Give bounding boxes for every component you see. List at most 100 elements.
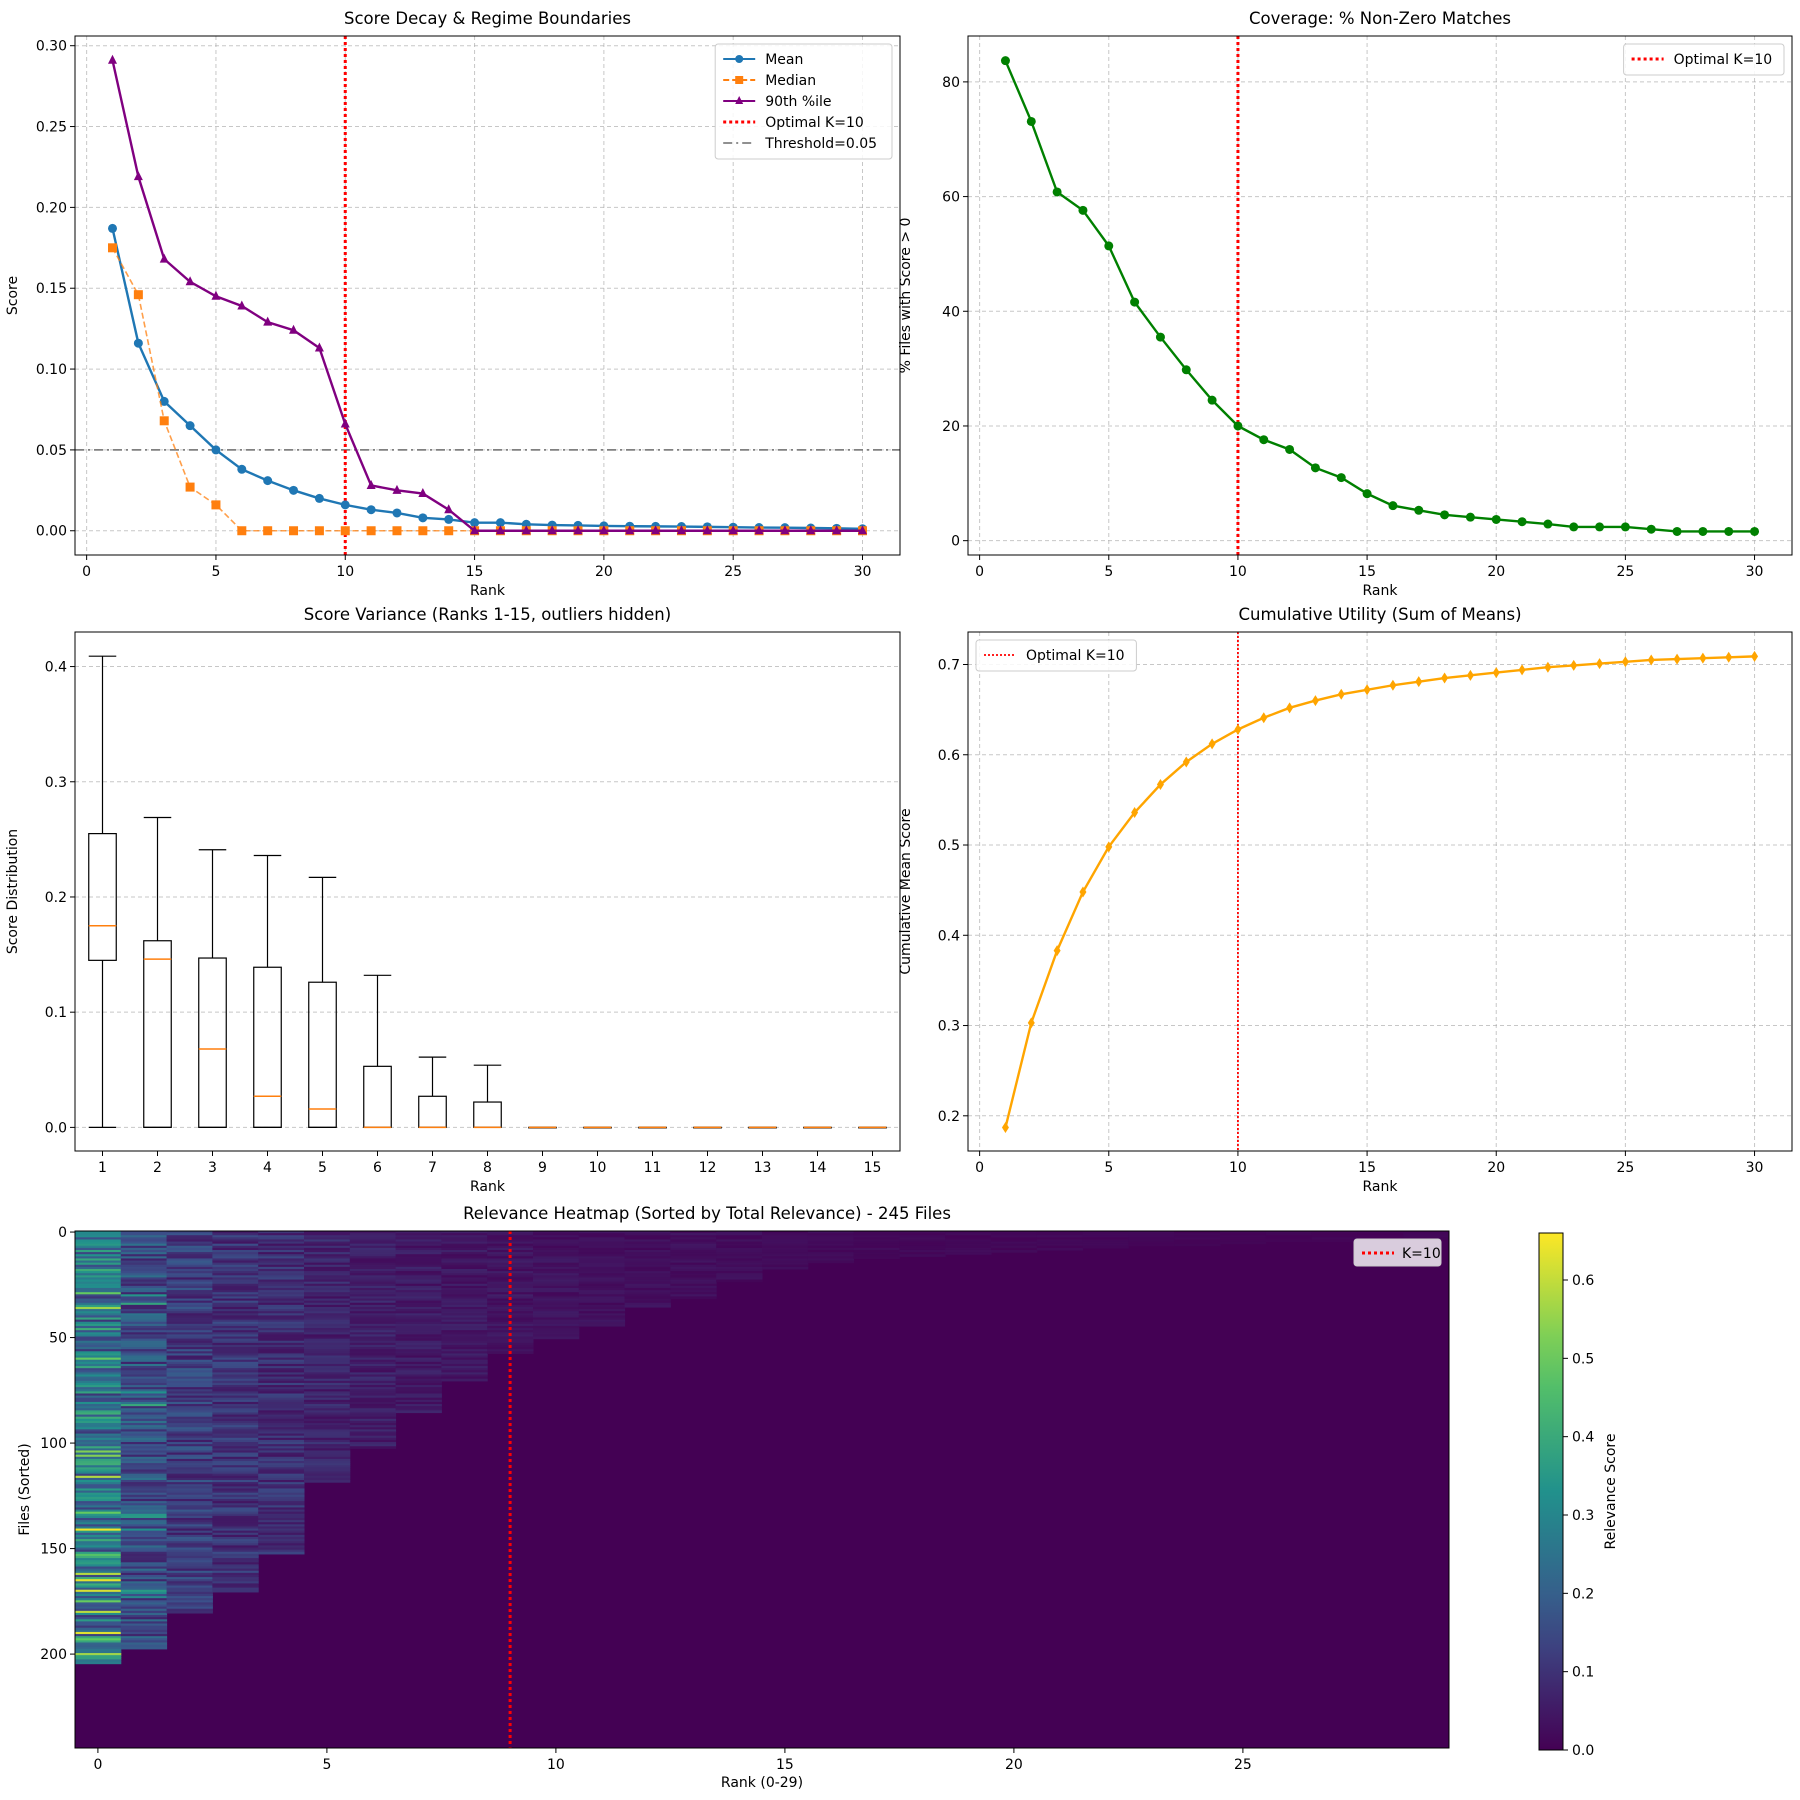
heatmap-cell <box>75 1338 122 1342</box>
heatmap-cell <box>212 1391 259 1395</box>
data-point <box>1259 435 1269 445</box>
heatmap-cell <box>212 1313 259 1317</box>
heatmap-cell <box>166 1401 213 1405</box>
box-rank-4 <box>253 854 282 1128</box>
heatmap-cell <box>304 1401 351 1405</box>
heatmap-cell <box>166 1456 213 1460</box>
heatmap-cell <box>304 1389 351 1392</box>
heatmap-cell <box>120 1423 168 1426</box>
heatmap-cell <box>120 1526 168 1530</box>
heatmap-cell <box>349 1368 397 1371</box>
heatmap-cell <box>166 1431 213 1435</box>
heatmap-cell <box>441 1334 488 1338</box>
heatmap-cell <box>349 1334 397 1338</box>
heatmap-cell <box>258 1317 305 1321</box>
heatmap-cell <box>349 1309 397 1312</box>
heatmap-cell <box>441 1266 488 1270</box>
heatmap-cell <box>258 1342 305 1346</box>
heatmap-cell <box>258 1304 305 1308</box>
heatmap-cell <box>212 1245 259 1249</box>
heatmap-cell <box>1174 1241 1221 1245</box>
heatmap-cell <box>349 1342 397 1346</box>
heatmap-cell <box>258 1547 305 1551</box>
heatmap-cell <box>349 1233 397 1236</box>
heatmap-cell <box>120 1315 168 1319</box>
data-point <box>858 525 867 535</box>
heatmap-cell <box>349 1395 397 1399</box>
heatmap-cell <box>212 1517 259 1521</box>
heatmap-cell <box>578 1296 626 1300</box>
y-tick-label: 0.10 <box>36 362 67 378</box>
heatmap-cell <box>624 1260 671 1264</box>
heatmap-cell <box>304 1347 351 1350</box>
heatmap-cell <box>670 1271 717 1274</box>
heatmap-cell <box>349 1292 397 1295</box>
heatmap-cell <box>75 1646 122 1650</box>
x-axis-label: Rank <box>470 1179 506 1195</box>
heatmap-cell <box>304 1336 351 1340</box>
heatmap-cell <box>1036 1247 1084 1251</box>
heatmap-cell <box>75 1332 122 1335</box>
y-axis-label: % Files with Score > 0 <box>898 218 914 374</box>
heatmap-cell <box>120 1285 168 1289</box>
heatmap-cell <box>120 1471 168 1475</box>
heatmap-cell <box>349 1420 397 1424</box>
heatmap-cell <box>75 1458 122 1462</box>
heatmap-cell <box>395 1315 442 1319</box>
colorbar-tick-label: 0.3 <box>1572 1508 1594 1524</box>
legend-entry: Optimal K=10 <box>1631 52 1772 68</box>
y-tick-label: 0.4 <box>45 660 67 676</box>
heatmap-cell <box>75 1446 122 1449</box>
heatmap-cell <box>349 1435 397 1439</box>
heatmap-cell <box>120 1509 168 1513</box>
heatmap-cell <box>258 1294 305 1298</box>
heatmap-cell <box>304 1273 351 1276</box>
heatmap-cell <box>395 1357 442 1361</box>
heatmap-cell <box>120 1433 168 1437</box>
data-point <box>1182 756 1190 768</box>
heatmap-cell <box>166 1368 213 1371</box>
heatmap-cell <box>258 1467 305 1471</box>
heatmap-cell <box>120 1463 168 1466</box>
heatmap-cell <box>349 1363 397 1367</box>
heatmap-cell <box>807 1254 855 1257</box>
heatmap-cell <box>945 1247 992 1251</box>
heatmap-cell <box>166 1332 213 1335</box>
heatmap-cell <box>212 1484 259 1487</box>
heatmap-cell <box>212 1317 259 1321</box>
heatmap-cell <box>441 1309 488 1312</box>
heatmap-cell <box>120 1328 168 1331</box>
heatmap-cell <box>441 1378 488 1382</box>
heatmap-cell <box>624 1300 671 1304</box>
heatmap-cell <box>853 1247 900 1251</box>
data-point <box>366 526 376 536</box>
heatmap-cell <box>395 1258 442 1262</box>
heatmap-cell <box>304 1264 351 1268</box>
heatmap-cell <box>349 1296 397 1300</box>
heatmap-cell <box>670 1260 717 1264</box>
heatmap-cell <box>166 1317 213 1321</box>
heatmap-cell <box>349 1380 397 1384</box>
heatmap-cell <box>258 1311 305 1314</box>
heatmap-cell <box>624 1245 671 1249</box>
y-axis-label: Files (Sorted) <box>17 1443 33 1535</box>
heatmap-cell <box>991 1247 1038 1251</box>
box-rank-3 <box>198 849 227 1128</box>
heatmap-cell <box>120 1410 168 1414</box>
heatmap-cell <box>120 1249 168 1253</box>
heatmap-cell <box>624 1266 671 1270</box>
heatmap-cell <box>166 1433 213 1437</box>
heatmap-cell <box>304 1239 351 1243</box>
heatmap-cell <box>258 1526 305 1530</box>
heatmap-cell <box>166 1490 213 1494</box>
heatmap-cell <box>304 1393 351 1397</box>
heatmap-cell <box>349 1247 397 1251</box>
heatmap-cell <box>75 1627 122 1631</box>
heatmap-cell <box>349 1332 397 1335</box>
heatmap-cell <box>212 1260 259 1264</box>
heatmap-cell <box>304 1247 351 1251</box>
heatmap-cell <box>75 1401 122 1405</box>
heatmap-cell <box>1265 1233 1313 1236</box>
heatmap-cell <box>212 1385 259 1388</box>
heatmap-cell <box>166 1243 213 1247</box>
